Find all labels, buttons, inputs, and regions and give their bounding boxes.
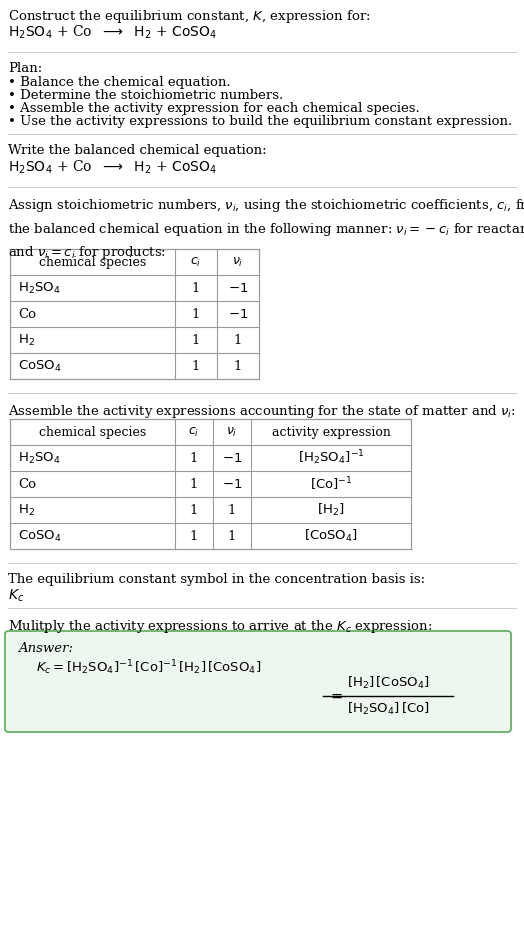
- Text: $[\mathrm{Co}]^{-1}$: $[\mathrm{Co}]^{-1}$: [310, 475, 352, 493]
- Text: $\mathrm{H_2SO_4}$ + Co  $\longrightarrow$  $\mathrm{H_2}$ + $\mathrm{CoSO_4}$: $\mathrm{H_2SO_4}$ + Co $\longrightarrow…: [8, 159, 217, 177]
- Text: • Determine the stoichiometric numbers.: • Determine the stoichiometric numbers.: [8, 89, 283, 102]
- Text: 1: 1: [234, 333, 242, 346]
- Text: $=$: $=$: [328, 689, 343, 703]
- Text: $[\mathrm{CoSO_4}]$: $[\mathrm{CoSO_4}]$: [304, 528, 358, 544]
- Bar: [10, 249, 259, 379]
- Text: $\nu_i$: $\nu_i$: [226, 425, 238, 438]
- Text: Answer:: Answer:: [18, 642, 73, 655]
- Text: Mulitply the activity expressions to arrive at the $K_c$ expression:: Mulitply the activity expressions to arr…: [8, 618, 432, 635]
- Text: Co: Co: [18, 307, 36, 321]
- Text: $[\mathrm{H_2}]\,[\mathrm{CoSO_4}]$: $[\mathrm{H_2}]\,[\mathrm{CoSO_4}]$: [347, 675, 429, 691]
- Text: $[\mathrm{H_2SO_4}]^{-1}$: $[\mathrm{H_2SO_4}]^{-1}$: [298, 449, 364, 467]
- Text: 1: 1: [192, 360, 200, 373]
- Text: Assemble the activity expressions accounting for the state of matter and $\nu_i$: Assemble the activity expressions accoun…: [8, 403, 516, 420]
- Text: 1: 1: [192, 282, 200, 294]
- Text: Write the balanced chemical equation:: Write the balanced chemical equation:: [8, 144, 267, 157]
- Text: Assign stoichiometric numbers, $\nu_i$, using the stoichiometric coefficients, $: Assign stoichiometric numbers, $\nu_i$, …: [8, 197, 524, 261]
- Text: • Use the activity expressions to build the equilibrium constant expression.: • Use the activity expressions to build …: [8, 115, 512, 128]
- Text: $c_i$: $c_i$: [188, 425, 200, 438]
- Text: $\mathrm{H_2}$: $\mathrm{H_2}$: [18, 332, 35, 347]
- Text: $\mathrm{CoSO_4}$: $\mathrm{CoSO_4}$: [18, 359, 62, 374]
- Text: $[\mathrm{H_2}]$: $[\mathrm{H_2}]$: [317, 502, 345, 518]
- Text: $K_c$: $K_c$: [8, 588, 24, 605]
- Text: Plan:: Plan:: [8, 62, 42, 75]
- FancyBboxPatch shape: [5, 631, 511, 732]
- Text: $\mathrm{H_2SO_4}$: $\mathrm{H_2SO_4}$: [18, 451, 61, 466]
- Text: chemical species: chemical species: [39, 255, 146, 269]
- Text: 1: 1: [190, 530, 198, 543]
- Text: Co: Co: [18, 477, 36, 491]
- Text: chemical species: chemical species: [39, 425, 146, 438]
- Text: $-1$: $-1$: [222, 452, 242, 464]
- Text: • Balance the chemical equation.: • Balance the chemical equation.: [8, 76, 231, 89]
- Text: The equilibrium constant symbol in the concentration basis is:: The equilibrium constant symbol in the c…: [8, 573, 425, 586]
- Text: Construct the equilibrium constant, $K$, expression for:: Construct the equilibrium constant, $K$,…: [8, 8, 370, 25]
- Text: $c_i$: $c_i$: [190, 255, 202, 269]
- Text: $-1$: $-1$: [228, 282, 248, 294]
- Text: 1: 1: [190, 504, 198, 516]
- Text: $-1$: $-1$: [222, 477, 242, 491]
- Text: $\mathrm{H_2}$: $\mathrm{H_2}$: [18, 502, 35, 517]
- Text: 1: 1: [234, 360, 242, 373]
- Text: 1: 1: [190, 452, 198, 464]
- Text: $\mathrm{H_2SO_4}$: $\mathrm{H_2SO_4}$: [18, 281, 61, 295]
- Text: $K_c = [\mathrm{H_2SO_4}]^{-1}\,[\mathrm{Co}]^{-1}\,[\mathrm{H_2}]\,[\mathrm{CoS: $K_c = [\mathrm{H_2SO_4}]^{-1}\,[\mathrm…: [36, 658, 261, 677]
- Text: $-1$: $-1$: [228, 307, 248, 321]
- Text: • Assemble the activity expression for each chemical species.: • Assemble the activity expression for e…: [8, 102, 420, 115]
- Text: 1: 1: [192, 307, 200, 321]
- Text: $\nu_i$: $\nu_i$: [232, 255, 244, 269]
- Bar: [10, 419, 411, 549]
- Text: 1: 1: [228, 530, 236, 543]
- Text: 1: 1: [190, 477, 198, 491]
- Text: 1: 1: [192, 333, 200, 346]
- Text: $\mathrm{CoSO_4}$: $\mathrm{CoSO_4}$: [18, 529, 62, 544]
- Text: 1: 1: [228, 504, 236, 516]
- Text: $\mathrm{H_2SO_4}$ + Co  $\longrightarrow$  $\mathrm{H_2}$ + $\mathrm{CoSO_4}$: $\mathrm{H_2SO_4}$ + Co $\longrightarrow…: [8, 24, 217, 42]
- Text: $[\mathrm{H_2SO_4}]\,[\mathrm{Co}]$: $[\mathrm{H_2SO_4}]\,[\mathrm{Co}]$: [347, 701, 429, 717]
- Text: activity expression: activity expression: [271, 425, 390, 438]
